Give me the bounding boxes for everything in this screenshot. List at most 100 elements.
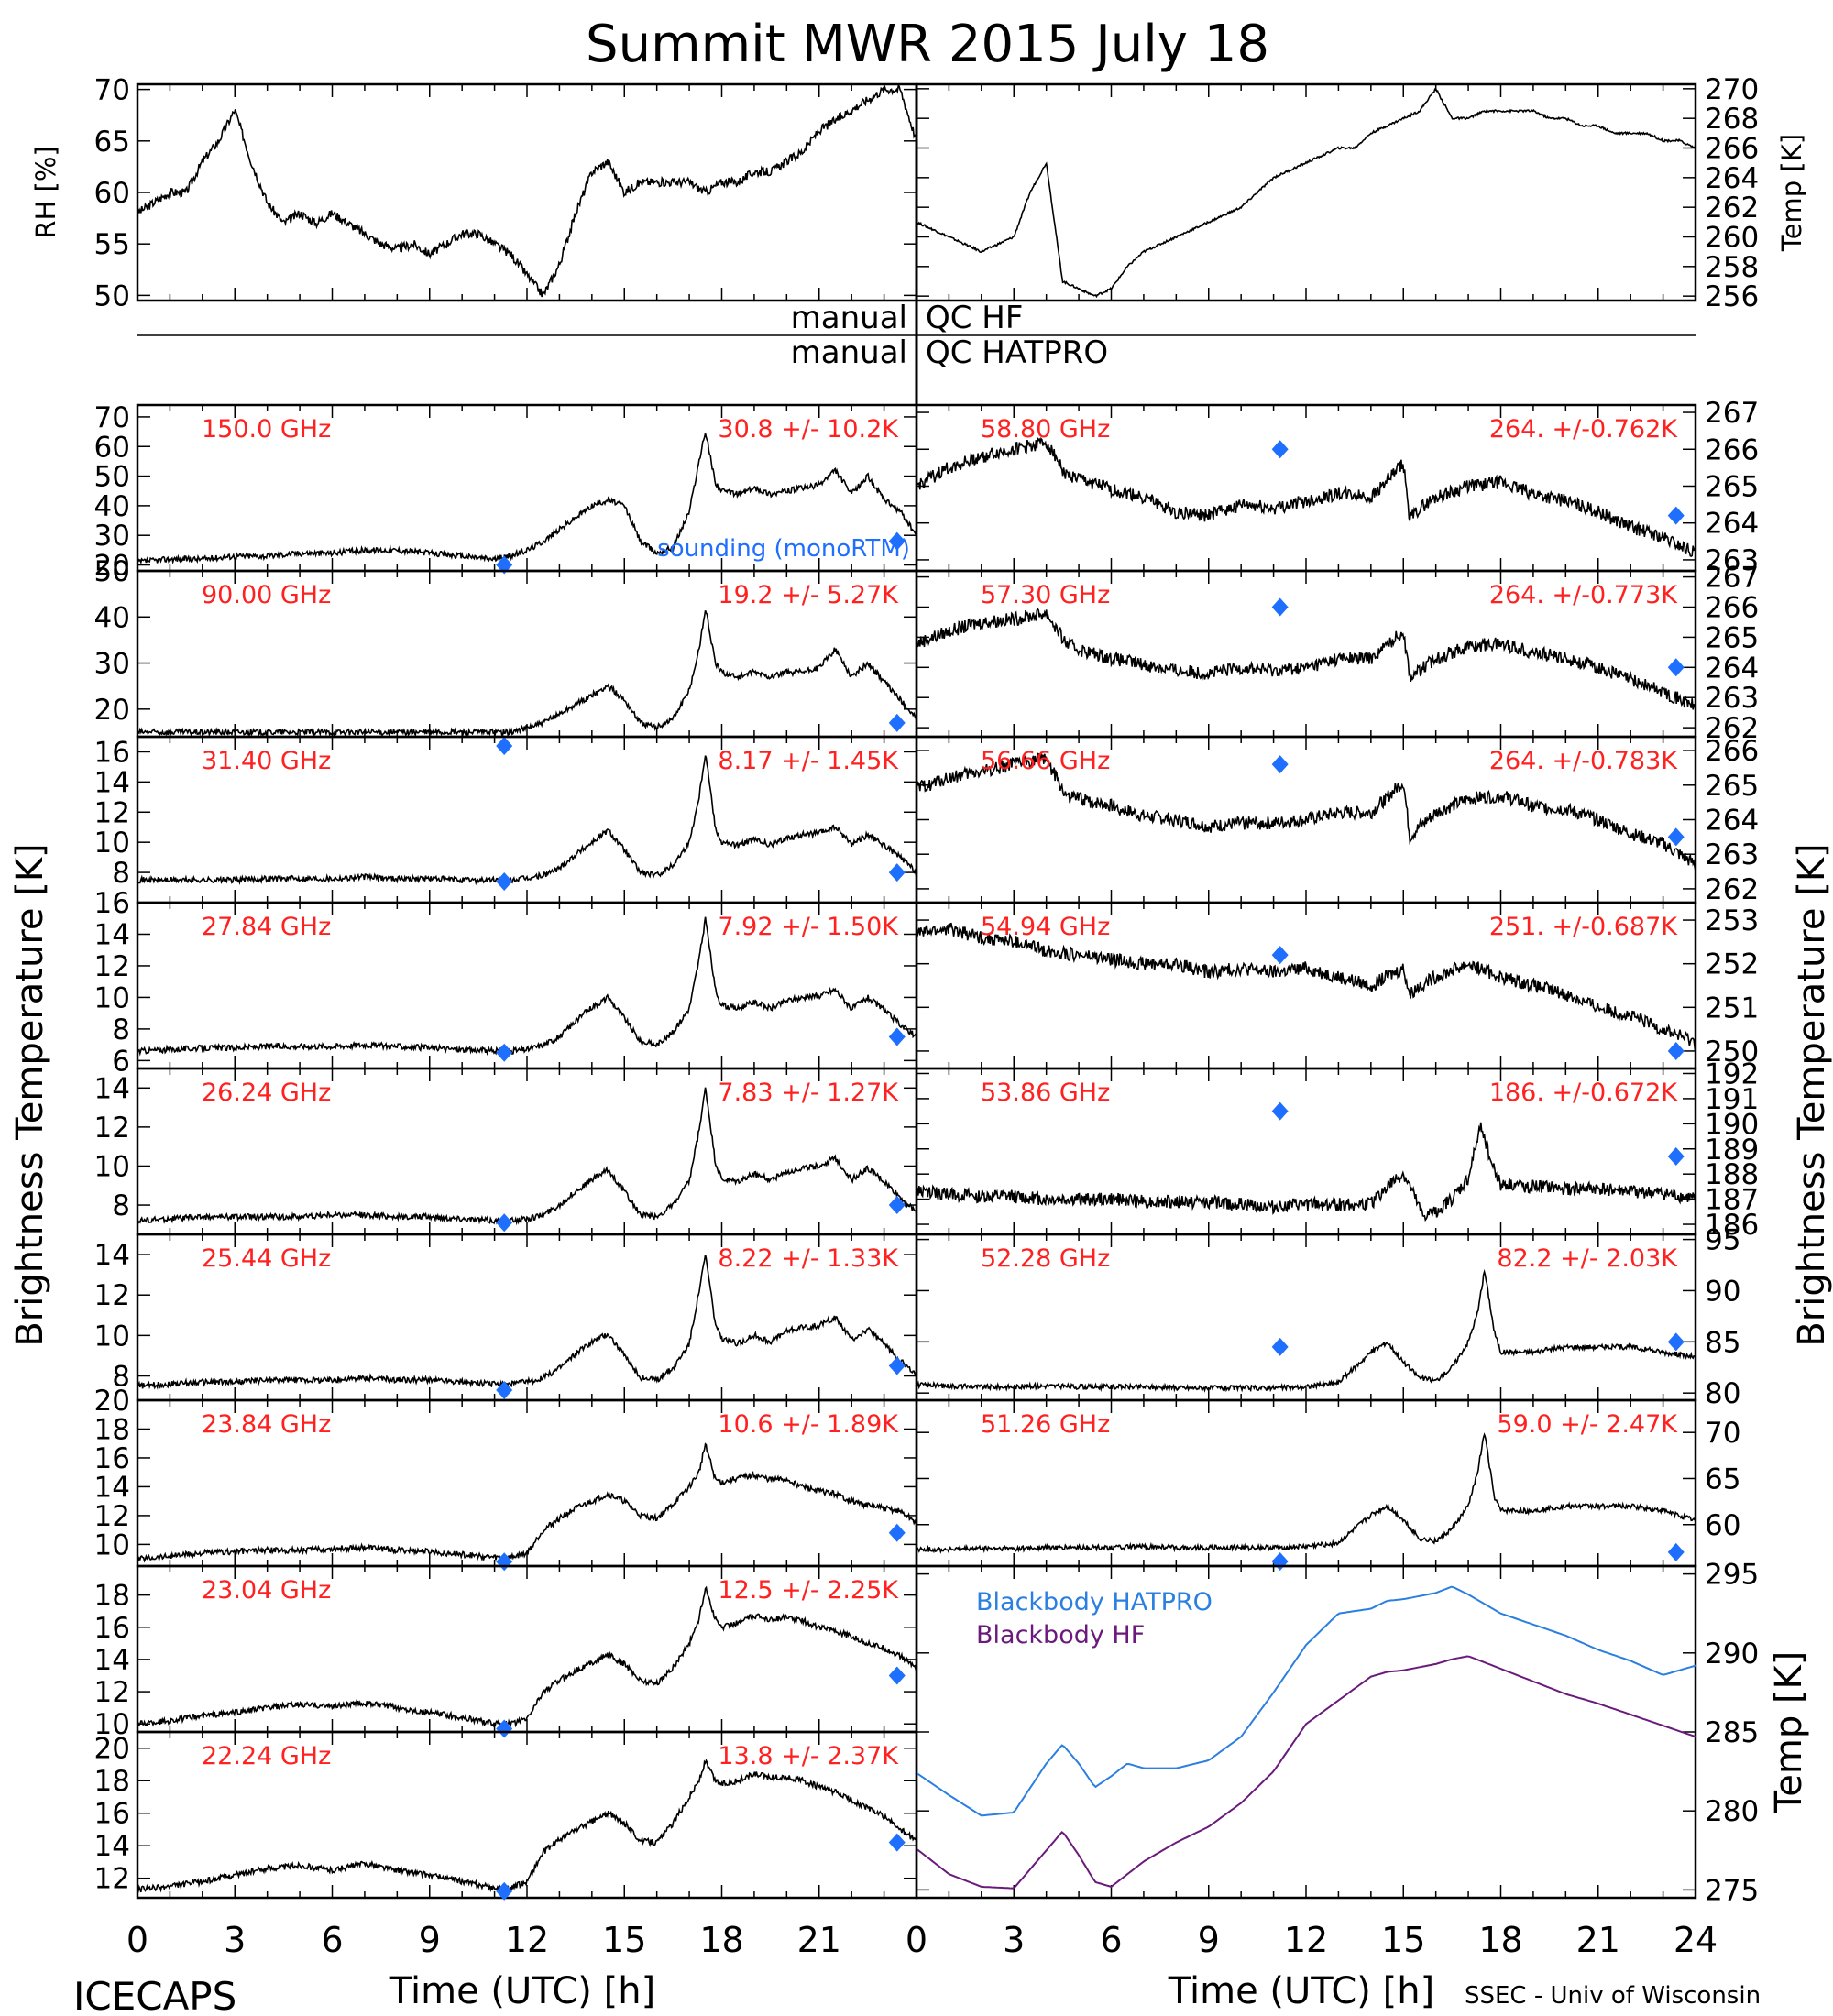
y-tick-label: 266 [1705, 591, 1759, 624]
channel-stat: 12.5 +/- 2.25K [718, 1576, 899, 1605]
y-tick-label: 251 [1705, 992, 1759, 1024]
y-tick-label: 65 [1705, 1463, 1740, 1496]
y-tick-label: 290 [1705, 1638, 1759, 1671]
y-tick-label: 20 [94, 694, 130, 727]
y-tick-label: 14 [94, 766, 130, 799]
y-tick-label: 60 [1705, 1509, 1740, 1542]
y-tick-label: 252 [1705, 948, 1759, 981]
y-tick-label: 20 [94, 1733, 130, 1766]
y-tick-label: 12 [94, 950, 130, 983]
y-tick-label: 90 [1705, 1275, 1740, 1308]
y-tick-label: 30 [94, 648, 130, 681]
channel-stat: 186. +/-0.672K [1489, 1079, 1678, 1107]
y-tick-label: 268 [1705, 103, 1759, 136]
x-tick-label-right: 24 [1674, 1920, 1718, 1960]
y-tick-label: 253 [1705, 904, 1759, 937]
sounding-marker [888, 1666, 906, 1685]
channel-stat: 7.92 +/- 1.50K [718, 913, 899, 941]
sounding-marker [1271, 1337, 1289, 1356]
channel-stat: 30.8 +/- 10.2K [718, 415, 899, 444]
panel-hat-51.26: 60 65 70 51.26 GHz 59.0 +/- 2.47K [915, 1398, 1740, 1571]
x-tick-label-left: 0 [126, 1920, 148, 1960]
sounding-marker [888, 1356, 906, 1375]
y-tick-label: 12 [94, 796, 130, 829]
series-line [916, 87, 1696, 299]
sounding-marker [496, 871, 513, 891]
y-tick-label: 264 [1705, 162, 1759, 195]
y-tick-label: 14 [94, 1644, 130, 1677]
y-tick-label: 8 [112, 1189, 130, 1222]
y-tick-label: 8 [112, 1013, 130, 1046]
y-tick-label: 10 [94, 1150, 130, 1183]
y-tick-label: 8 [112, 1361, 130, 1394]
legend-entry: Blackbody HF [976, 1621, 1145, 1649]
sounding-marker [888, 1196, 906, 1215]
y-tick-label: 16 [94, 1442, 130, 1475]
y-tick-label: 50 [94, 461, 130, 494]
left-ylabel: Brightness Temperature [K] [9, 843, 51, 1346]
y-tick-label: 263 [1705, 544, 1759, 577]
series-line [916, 1432, 1696, 1554]
y-tick-label: 12 [94, 1863, 130, 1896]
channel-label: 23.84 GHz [202, 1410, 331, 1439]
channel-label: 51.26 GHz [981, 1410, 1110, 1439]
y-tick-label: 266 [1705, 735, 1759, 768]
x-tick-label-right: 18 [1478, 1920, 1522, 1960]
panel-hf-26.24: 8 10 12 14 26.24 GHz 7.83 +/- 1.27K [94, 1067, 918, 1236]
y-tick-label: 190 [1705, 1108, 1759, 1141]
series-line [137, 84, 916, 298]
channel-label: 23.04 GHz [202, 1576, 331, 1605]
sounding-marker [496, 1213, 513, 1233]
x-tick-label-right: 6 [1100, 1920, 1122, 1960]
y-tick-label: 50 [94, 555, 130, 588]
x-tick-label-right: 3 [1003, 1920, 1025, 1960]
y-tick-label: 14 [94, 1830, 130, 1863]
legend-entry: Blackbody HATPRO [976, 1588, 1213, 1616]
y-tick-label: 256 [1705, 280, 1759, 313]
series-line [916, 1268, 1696, 1393]
series-line [916, 436, 1696, 558]
y-tick-label: 280 [1705, 1795, 1759, 1828]
y-tick-label: 189 [1705, 1134, 1759, 1167]
series-line [137, 1585, 916, 1730]
right-ylabel: Brightness Temperature [K] [1791, 843, 1833, 1346]
y-tick-label: 10 [94, 1528, 130, 1561]
x-tick-label-right: 21 [1576, 1920, 1620, 1960]
y-tick-label: 264 [1705, 508, 1759, 541]
x-tick-label-left: 12 [505, 1920, 549, 1960]
x-tick-label-left: 21 [797, 1920, 841, 1960]
y-tick-label: 70 [1705, 1417, 1740, 1450]
series-line [137, 1759, 916, 1893]
sounding-marker [1271, 755, 1289, 774]
y-tick-label: 6 [112, 1045, 130, 1078]
y-tick-label: 65 [94, 126, 130, 159]
y-tick-label: 50 [94, 279, 130, 312]
y-tick-label: 187 [1705, 1184, 1759, 1217]
channel-label: 31.40 GHz [202, 747, 331, 775]
channel-label: 25.44 GHz [202, 1244, 331, 1273]
sounding-marker [496, 1881, 513, 1901]
series-line [137, 1442, 916, 1563]
channel-label: 53.86 GHz [981, 1079, 1110, 1107]
sounding-marker [888, 1523, 906, 1542]
channel-label: 90.00 GHz [202, 581, 331, 609]
y-tick-label: 188 [1705, 1158, 1759, 1191]
channel-label: 52.28 GHz [981, 1244, 1110, 1273]
channel-stat: 264. +/-0.773K [1489, 581, 1678, 609]
y-tick-label: 60 [94, 431, 130, 464]
sounding-marker [1667, 658, 1685, 677]
sounding-marker [1667, 1041, 1685, 1060]
sounding-marker [1667, 827, 1685, 847]
y-tick-label: 266 [1705, 433, 1759, 466]
y-tick-label: 258 [1705, 251, 1759, 284]
x-tick-label-left: 18 [699, 1920, 743, 1960]
y-tick-label: 263 [1705, 682, 1759, 715]
y-tick-label: 10 [94, 981, 130, 1014]
channel-stat: 8.22 +/- 1.33K [718, 1244, 899, 1273]
channel-stat: 13.8 +/- 2.37K [718, 1742, 899, 1770]
qc-hatpro-label: QC HATPRO [926, 334, 1108, 371]
